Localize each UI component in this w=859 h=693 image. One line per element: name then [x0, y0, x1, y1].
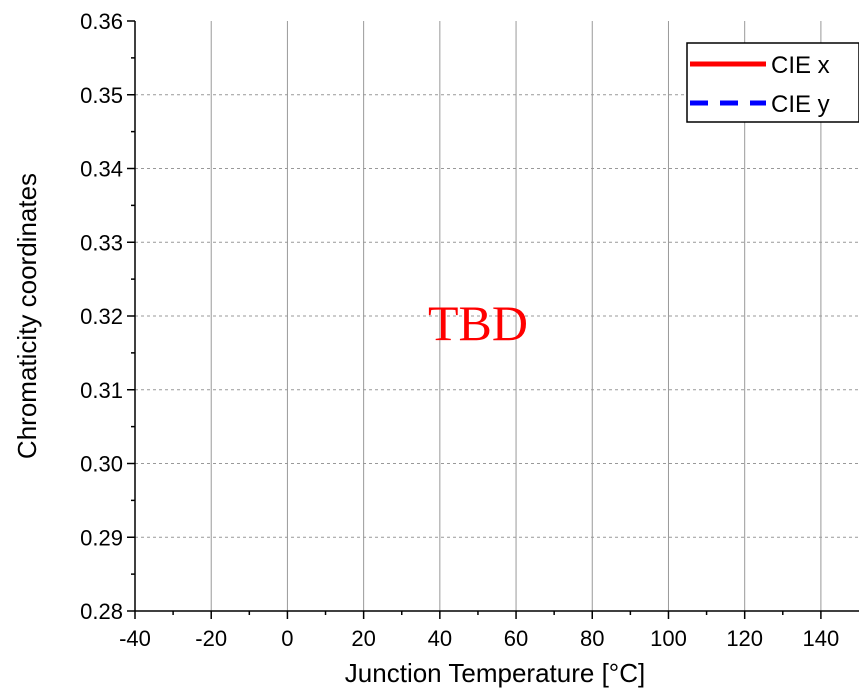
- grid: [135, 21, 859, 611]
- legend-box: [686, 42, 859, 123]
- y-tick-label: 0.31: [80, 378, 123, 403]
- x-tick-label: 0: [281, 626, 293, 651]
- legend-label-cie-y: CIE y: [771, 91, 830, 118]
- y-tick-label: 0.33: [80, 230, 123, 255]
- y-tick-label: 0.29: [80, 525, 123, 550]
- y-tick-label: 0.30: [80, 452, 123, 477]
- x-tick-label: 80: [580, 626, 604, 651]
- x-tick-labels: -40 -20 0 20 40 60 80 100 120 140: [119, 626, 839, 651]
- y-tick-label: 0.36: [80, 9, 123, 34]
- axes: [127, 20, 859, 619]
- x-axis-title: Junction Temperature [°C]: [345, 658, 645, 688]
- x-tick-label: 60: [504, 626, 528, 651]
- x-tick-label: -40: [119, 626, 151, 651]
- x-tick-label: 20: [351, 626, 375, 651]
- x-tick-label: 140: [803, 626, 840, 651]
- y-tick-labels: 0.28 0.29 0.30 0.31 0.32 0.33 0.34 0.35 0.36: [80, 9, 123, 624]
- legend: CIE x CIE y: [686, 42, 859, 123]
- x-tick-label: 120: [726, 626, 763, 651]
- tbd-annotation: TBD: [428, 295, 528, 351]
- y-axis-title: Chromaticity coordinates: [12, 173, 42, 459]
- x-tick-label: -20: [195, 626, 227, 651]
- y-tick-label: 0.35: [80, 83, 123, 108]
- y-tick-label: 0.32: [80, 304, 123, 329]
- legend-label-cie-x: CIE x: [771, 52, 830, 79]
- y-tick-label: 0.34: [80, 157, 123, 182]
- x-tick-label: 100: [650, 626, 687, 651]
- y-tick-label: 0.28: [80, 599, 123, 624]
- x-tick-label: 40: [428, 626, 452, 651]
